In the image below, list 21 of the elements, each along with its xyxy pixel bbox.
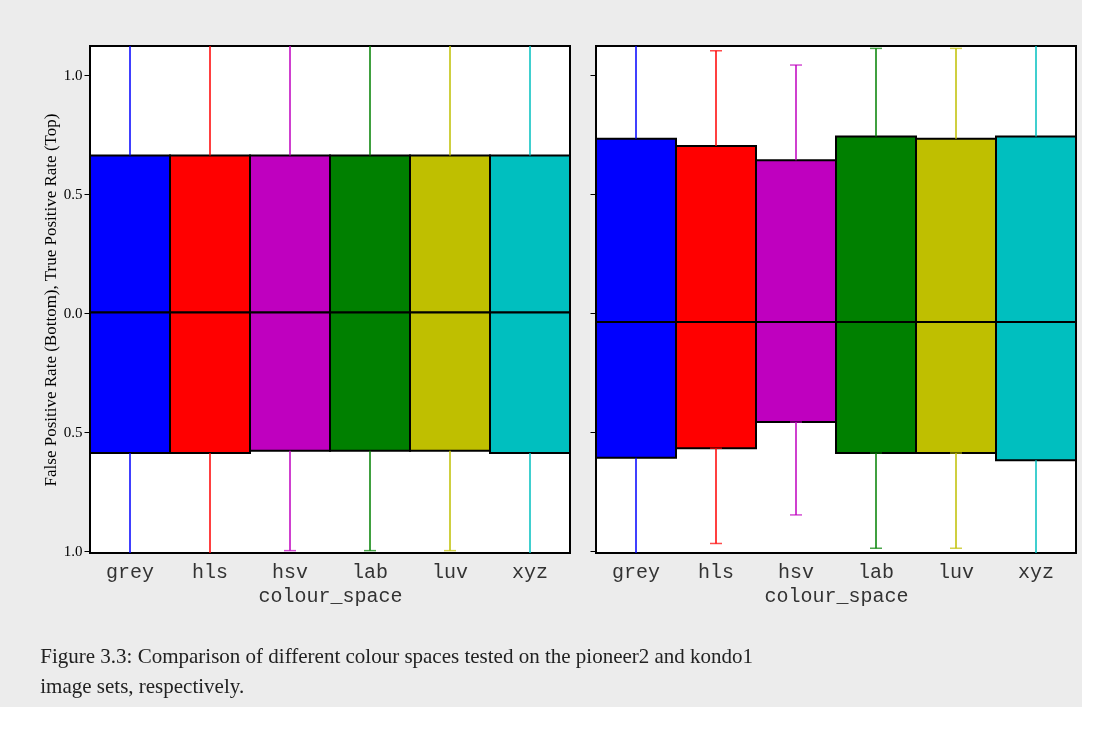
y-tick-label: 1.0	[63, 67, 83, 84]
caption: Figure 3.3: Comparison of different colour spaces tested on the pioneer2 and kondo1 image sets, respectively.	[40, 644, 754, 698]
x-tick-label: xyz	[1017, 560, 1055, 584]
y-tick-label: 0.5	[63, 424, 83, 441]
x-tick-label: luv	[937, 560, 975, 584]
y-tick-label: 0.0	[63, 305, 83, 322]
x-tick-label: hls	[191, 560, 229, 584]
x-tick-label: lab	[351, 560, 389, 584]
x-axis-title: colour_space	[764, 584, 909, 608]
y-tick-label: 0.5	[63, 186, 83, 203]
y-axis-title: False Positive Rate (Bottom), True Positive Rate (Top)	[40, 113, 60, 487]
x-tick-label: luv	[431, 560, 469, 584]
y-tick-label: 1.0	[63, 543, 83, 560]
x-tick-label: grey	[611, 560, 661, 584]
x-tick-label: hls	[697, 560, 735, 584]
x-tick-label: hsv	[777, 560, 815, 584]
x-tick-label: xyz	[511, 560, 549, 584]
x-tick-label: hsv	[271, 560, 309, 584]
x-tick-label: lab	[857, 560, 895, 584]
x-axis-title: colour_space	[258, 584, 403, 608]
x-tick-label: grey	[105, 560, 155, 584]
